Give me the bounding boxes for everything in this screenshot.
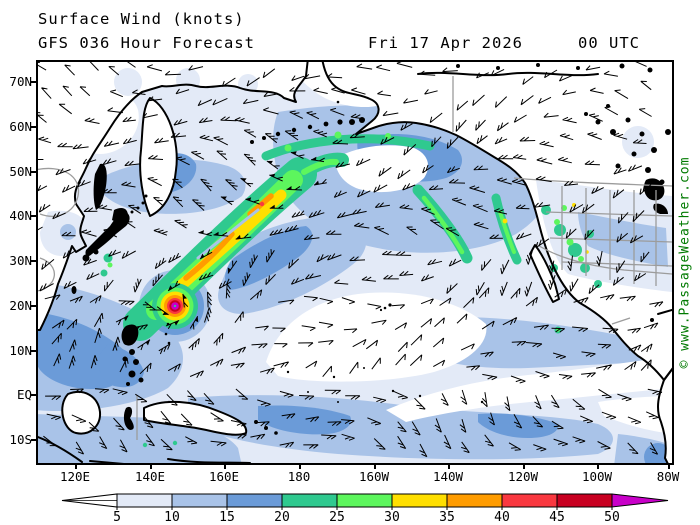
lon-label-120W: 120W — [507, 469, 539, 484]
lon-label-80W: 80W — [656, 469, 680, 484]
page-title: Surface Wind (knots) — [38, 10, 245, 28]
lat-label-20N: 20N — [9, 297, 32, 313]
lat-tick — [31, 215, 37, 218]
legend-value-40: 40 — [494, 510, 510, 525]
legend-value-20: 20 — [274, 510, 290, 525]
lon-label-160W: 160W — [358, 469, 390, 484]
lat-label-10N: 10N — [9, 342, 32, 358]
lat-tick — [31, 260, 37, 262]
legend-segment-40 — [501, 493, 558, 508]
lat-tick — [31, 304, 37, 307]
legend-segment-5 — [116, 493, 173, 508]
legend-segment-25 — [336, 493, 393, 508]
legend-segment-30 — [391, 493, 448, 508]
lon-tick — [75, 464, 77, 469]
valid-time-label: 00 UTC — [578, 34, 640, 52]
lat-label-40N: 40N — [9, 208, 32, 224]
lat-tick — [31, 394, 37, 397]
lon-tick — [374, 464, 376, 469]
legend-segment-15 — [226, 493, 283, 508]
lat-label-10S: 10S — [9, 432, 32, 447]
lon-tick — [597, 464, 599, 469]
legend-over-arrow — [611, 493, 669, 508]
pacific-wind-map — [36, 60, 674, 465]
lat-tick — [31, 349, 37, 352]
lon-label-120E: 120E — [59, 469, 91, 484]
lat-label-70N: 70N — [9, 74, 32, 89]
legend-segment-20 — [281, 493, 338, 508]
lon-label-140W: 140W — [432, 469, 464, 484]
lon-label-160E: 160E — [208, 469, 240, 484]
legend-value-50: 50 — [604, 510, 620, 525]
wind-barbs — [38, 62, 664, 458]
legend-value-35: 35 — [439, 510, 455, 525]
lon-tick — [224, 464, 226, 469]
legend-value-5: 5 — [113, 510, 121, 525]
lat-label-50N: 50N — [9, 163, 32, 179]
lat-tick — [31, 439, 37, 441]
lon-tick — [448, 464, 450, 469]
legend-value-10: 10 — [164, 510, 180, 525]
legend-segment-45 — [556, 493, 613, 508]
wind-field-graphic — [38, 62, 672, 463]
lon-tick — [299, 464, 301, 469]
lon-label-140E: 140E — [134, 469, 166, 484]
lat-label-EQ: EQ — [16, 387, 32, 403]
lon-tick — [668, 464, 670, 469]
model-forecast-label: GFS 036 Hour Forecast — [38, 34, 255, 52]
lat-tick — [31, 170, 37, 173]
lat-label-30N: 30N — [9, 253, 32, 268]
lon-tick — [523, 464, 525, 469]
valid-date-label: Fri 17 Apr 2026 — [368, 34, 523, 52]
lon-tick — [150, 464, 152, 469]
lat-tick — [31, 125, 37, 128]
lat-tick — [31, 81, 37, 83]
lat-label-60N: 60N — [9, 118, 32, 134]
legend-value-45: 45 — [549, 510, 565, 525]
passageweather-watermark: © www.PassageWeather.com — [677, 156, 693, 369]
legend-value-30: 30 — [384, 510, 400, 525]
legend-value-15: 15 — [219, 510, 235, 525]
legend-segment-35 — [446, 493, 503, 508]
lon-label-100W: 100W — [581, 469, 613, 484]
legend-value-25: 25 — [329, 510, 345, 525]
wind-barb-staffs — [38, 62, 664, 458]
wind-speed-legend: 5 10 15 20 25 30 35 40 45 50 — [61, 493, 669, 525]
lon-label-180: 180 — [287, 469, 311, 484]
legend-segment-10 — [171, 493, 228, 508]
